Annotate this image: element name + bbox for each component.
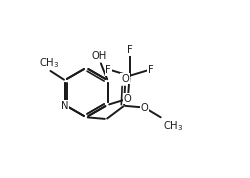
Text: F: F (105, 66, 111, 75)
Text: N: N (61, 101, 68, 111)
Text: O: O (121, 74, 129, 84)
Text: OH: OH (91, 51, 106, 61)
Text: CH$_3$: CH$_3$ (38, 56, 59, 70)
Text: F: F (127, 45, 132, 55)
Text: F: F (148, 66, 154, 75)
Text: CH$_3$: CH$_3$ (163, 119, 184, 133)
Text: O: O (140, 103, 148, 112)
Text: O: O (124, 94, 132, 104)
